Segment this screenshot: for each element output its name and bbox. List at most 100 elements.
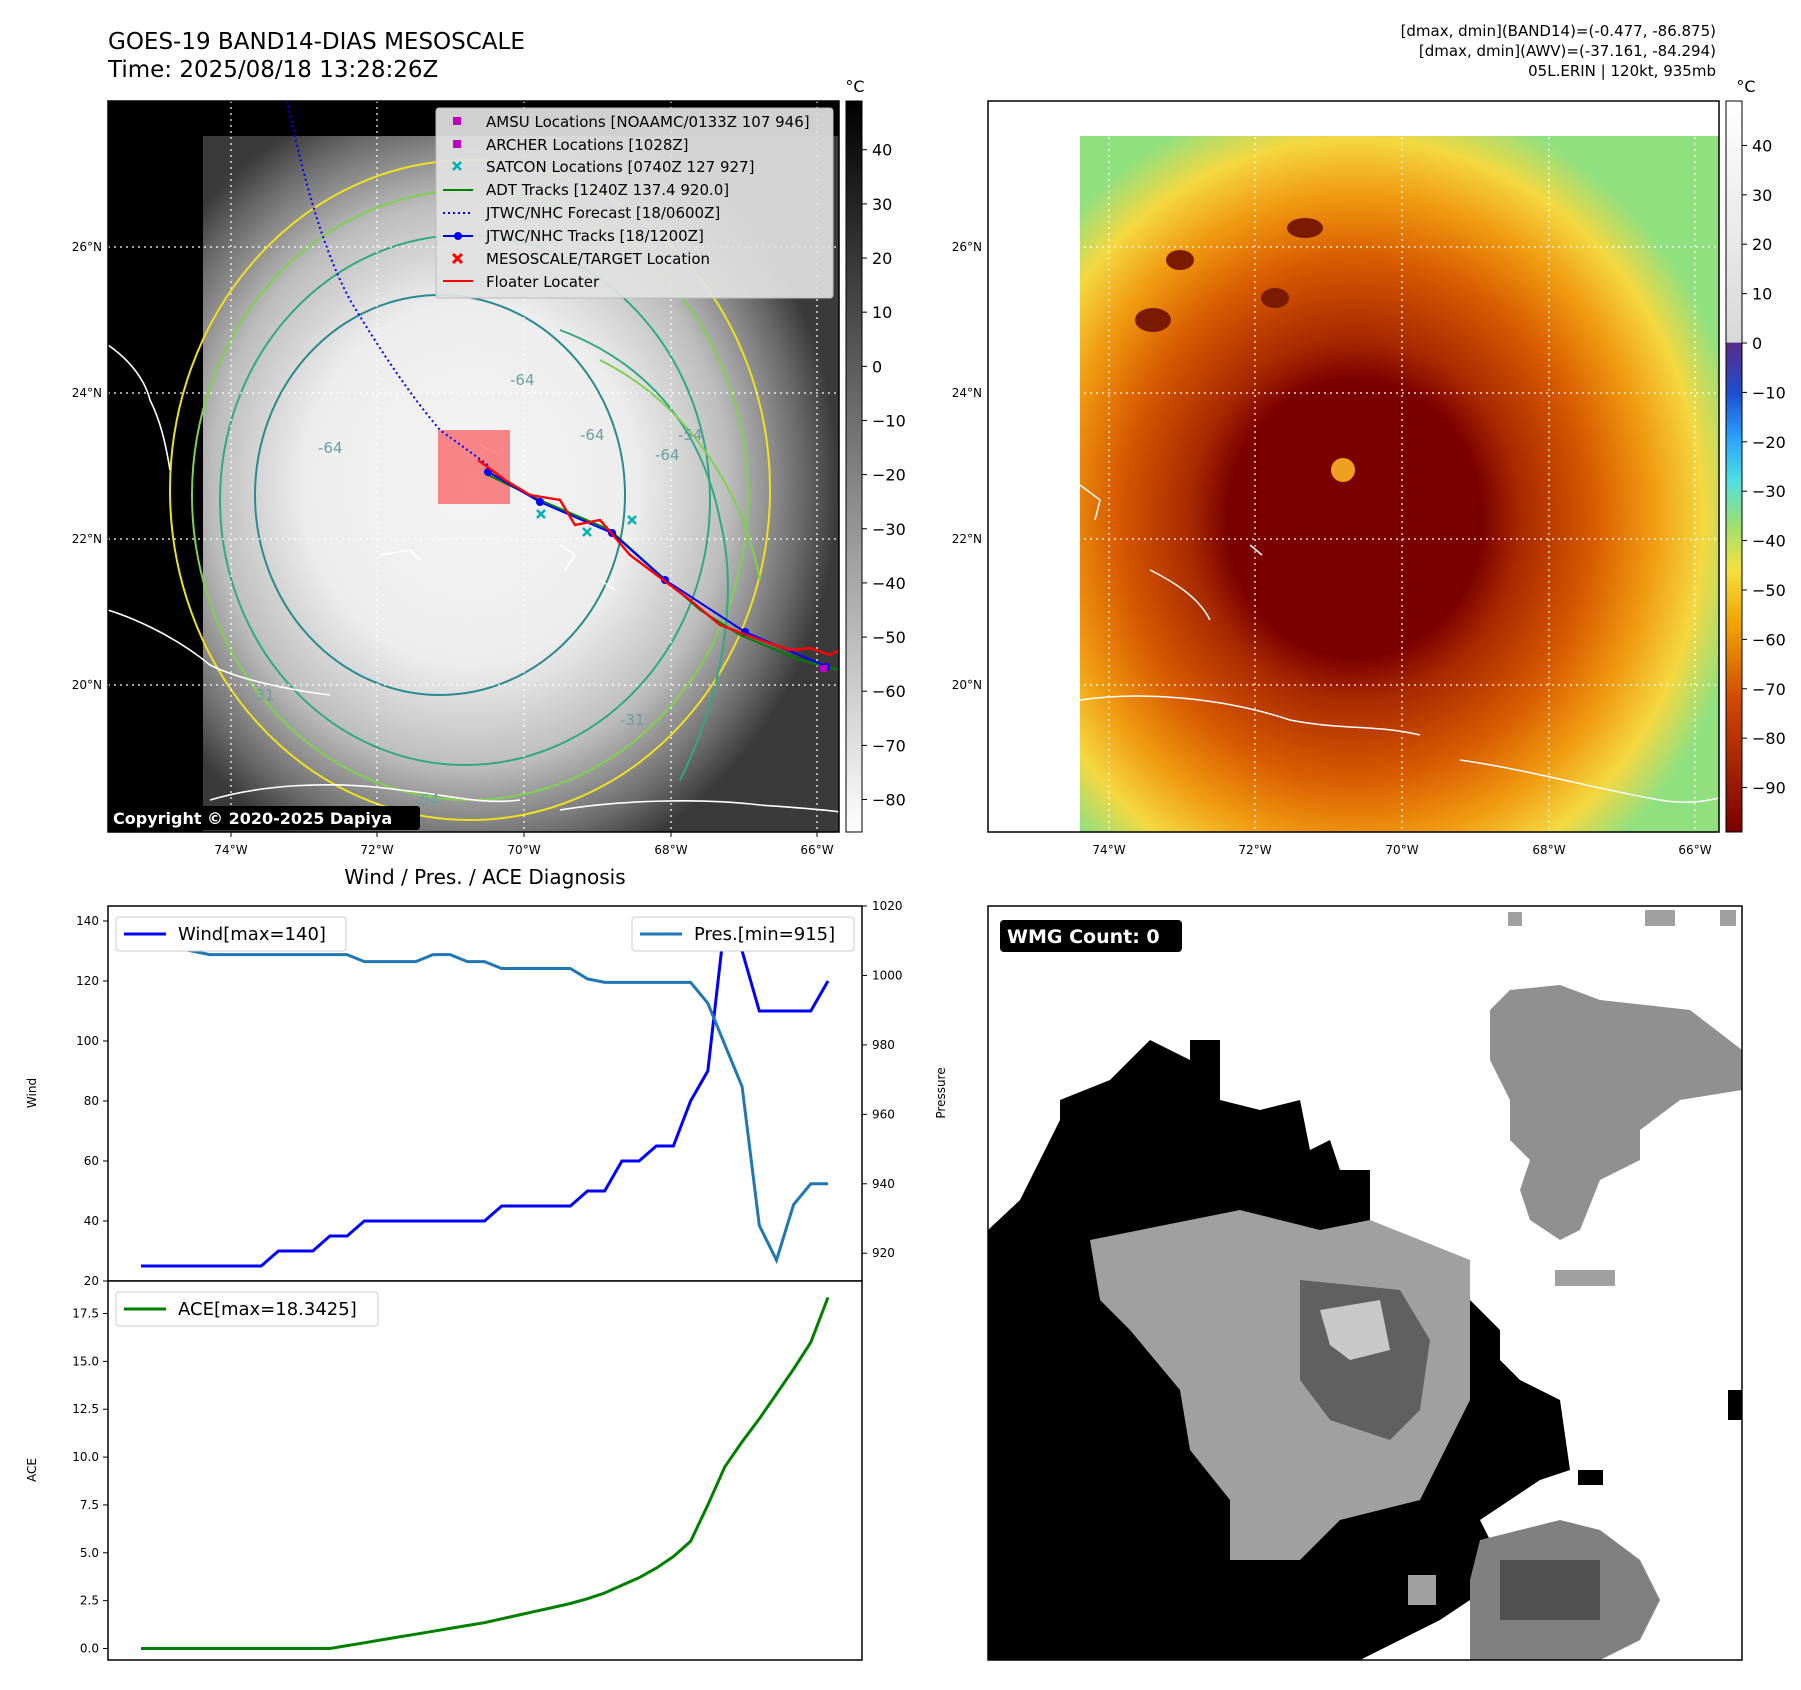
pressure-axis-label: Pressure bbox=[934, 1067, 948, 1118]
satcon-markers bbox=[536, 509, 637, 537]
ace-axis-label: ACE bbox=[25, 1458, 39, 1482]
colorbar-tick-label: 40 bbox=[872, 141, 892, 160]
legend-item: ADT Tracks [1240Z 137.4 920.0] bbox=[486, 181, 729, 199]
lon-tick-label: 66°W bbox=[800, 843, 833, 857]
contour-label: -54 bbox=[678, 426, 703, 444]
colorbar-tick-label: 10 bbox=[872, 303, 892, 322]
wmg-frame bbox=[987, 905, 1743, 1661]
ace-tick-label: 0.0 bbox=[80, 1642, 99, 1656]
colorbar-tick-label: −90 bbox=[1752, 779, 1786, 798]
map-legend-markers bbox=[443, 117, 473, 282]
wmg-eye-region bbox=[1320, 1300, 1390, 1360]
pressure-tick-label: 1020 bbox=[872, 899, 903, 913]
ir-map-frame bbox=[107, 100, 840, 833]
lat-tick-label: 22°N bbox=[72, 532, 102, 546]
contour-label: -54 bbox=[415, 791, 440, 809]
awv-lat-tick-label: 20°N bbox=[952, 678, 982, 692]
legend-item: AMSU Locations [NOAAMC/0133Z 107 946] bbox=[486, 113, 810, 131]
ace-tick-label: 15.0 bbox=[72, 1354, 99, 1368]
pressure-legend-label: Pres.[min=915] bbox=[694, 924, 835, 945]
image-title: GOES-19 BAND14-DIAS MESOSCALE bbox=[108, 29, 525, 55]
awv-lon-tick-label: 74°W bbox=[1092, 843, 1125, 857]
ir-colorbar-unit: °C bbox=[845, 77, 864, 96]
image-timestamp: Time: 2025/08/18 13:28:26Z bbox=[108, 57, 439, 83]
colorbar-tick-label: 30 bbox=[872, 195, 892, 214]
colorbar-tick-label: 10 bbox=[1752, 285, 1772, 304]
ace-series-line bbox=[141, 1296, 830, 1650]
wmg-south-core bbox=[1500, 1560, 1600, 1620]
legend-item: ARCHER Locations [1028Z] bbox=[486, 136, 689, 154]
colorbar-tick-label: −30 bbox=[872, 520, 906, 539]
map-legend bbox=[435, 107, 834, 299]
colorbar-tick-label: −60 bbox=[1752, 630, 1786, 649]
legend-item: MESOSCALE/TARGET Location bbox=[486, 250, 710, 268]
colorbar-tick-label: 30 bbox=[1752, 186, 1772, 205]
best-track bbox=[484, 469, 831, 669]
floater-track bbox=[477, 459, 839, 657]
stats-band14: [dmax, dmin](BAND14)=(-0.477, -86.875) bbox=[1400, 22, 1716, 40]
awv-lat-tick-label: 22°N bbox=[952, 532, 982, 546]
colorbar-tick-label: −30 bbox=[1752, 482, 1786, 501]
wmg-count-label: WMG Count: 0 bbox=[1007, 926, 1160, 948]
ace-plot: 0.0 2.5 5.0 7.5 10.0 12.5 15.0 17.5 ACE ACE[max… bbox=[25, 1280, 863, 1661]
wmg-cell bbox=[1555, 1270, 1615, 1286]
wind-pressure-frame bbox=[107, 905, 863, 1282]
ace-legend bbox=[115, 1291, 379, 1327]
awv-colorbar-unit: °C bbox=[1736, 77, 1755, 96]
awv-imagery bbox=[1080, 136, 1719, 832]
colorbar-tick-label: 20 bbox=[872, 249, 892, 268]
awv-lon-tick-label: 70°W bbox=[1385, 843, 1418, 857]
ace-legend-label: ACE[max=18.3425] bbox=[178, 1299, 357, 1320]
colorbar-tick-label: 0 bbox=[872, 357, 882, 376]
colorbar-tick-label: −40 bbox=[872, 574, 906, 593]
wind-tick-label: 40 bbox=[84, 1214, 99, 1228]
ace-tick-label: 5.0 bbox=[80, 1546, 99, 1560]
contour-label: -64 bbox=[655, 446, 680, 464]
wmg-count-badge bbox=[1000, 920, 1182, 952]
colorbar-tick-label: 20 bbox=[1752, 235, 1772, 254]
wind-tick-label: 60 bbox=[84, 1154, 99, 1168]
colorbar-tick-label: −80 bbox=[1752, 729, 1786, 748]
wind-tick-label: 140 bbox=[76, 914, 99, 928]
colorbar-tick-label: −60 bbox=[872, 682, 906, 701]
stats-awv: [dmax, dmin](AWV)=(-37.161, -84.294) bbox=[1418, 42, 1716, 60]
ace-tick-label: 10.0 bbox=[72, 1450, 99, 1464]
pressure-tick-label: 920 bbox=[872, 1246, 895, 1260]
colorbar-tick-label: −80 bbox=[872, 791, 906, 810]
awv-colorbar bbox=[1725, 100, 1743, 833]
lat-tick-label: 24°N bbox=[72, 386, 102, 400]
ace-tick-label: 12.5 bbox=[72, 1402, 99, 1416]
diagnosis-title: Wind / Pres. / ACE Diagnosis bbox=[344, 865, 625, 889]
pressure-tick-label: 960 bbox=[872, 1107, 895, 1121]
ace-tick-label: 7.5 bbox=[80, 1498, 99, 1512]
pressure-tick-label: 980 bbox=[872, 1038, 895, 1052]
colorbar-tick-label: −20 bbox=[872, 466, 906, 485]
colorbar-tick-label: −20 bbox=[1752, 433, 1786, 452]
wind-pressure-plot: 20 40 60 80 100 120 140 920 940 960 980 1000 1020 Wi… bbox=[25, 899, 948, 1288]
wmg-cell bbox=[1508, 912, 1522, 926]
awv-lat-tick-label: 24°N bbox=[952, 386, 982, 400]
wmg-cell bbox=[1578, 1470, 1603, 1485]
wind-tick-label: 100 bbox=[76, 1034, 99, 1048]
wmg-cell bbox=[1720, 910, 1736, 926]
colorbar-tick-label: −50 bbox=[1752, 581, 1786, 600]
lon-tick-label: 74°W bbox=[214, 843, 247, 857]
wind-legend-label: Wind[max=140] bbox=[178, 924, 326, 945]
legend-item: SATCON Locations [0740Z 127 927] bbox=[486, 158, 754, 176]
colorbar-tick-label: −10 bbox=[1752, 383, 1786, 402]
awv-convective-cells bbox=[1135, 218, 1323, 332]
legend-item: JTWC/NHC Forecast [18/0600Z] bbox=[485, 204, 720, 222]
pressure-tick-label: 940 bbox=[872, 1177, 895, 1191]
wind-tick-label: 120 bbox=[76, 974, 99, 988]
wind-legend bbox=[115, 916, 347, 952]
pressure-tick-label: 1000 bbox=[872, 968, 903, 982]
ir-colorbar bbox=[845, 100, 863, 833]
colorbar-tick-label: −70 bbox=[872, 736, 906, 755]
lat-tick-label: 26°N bbox=[72, 240, 102, 254]
colorbar-tick-label: 40 bbox=[1752, 136, 1772, 155]
wind-axis-label: Wind bbox=[25, 1078, 39, 1108]
colorbar-tick-label: −50 bbox=[872, 628, 906, 647]
lat-tick-label: 20°N bbox=[72, 678, 102, 692]
ir-lon-ticks bbox=[230, 832, 818, 837]
